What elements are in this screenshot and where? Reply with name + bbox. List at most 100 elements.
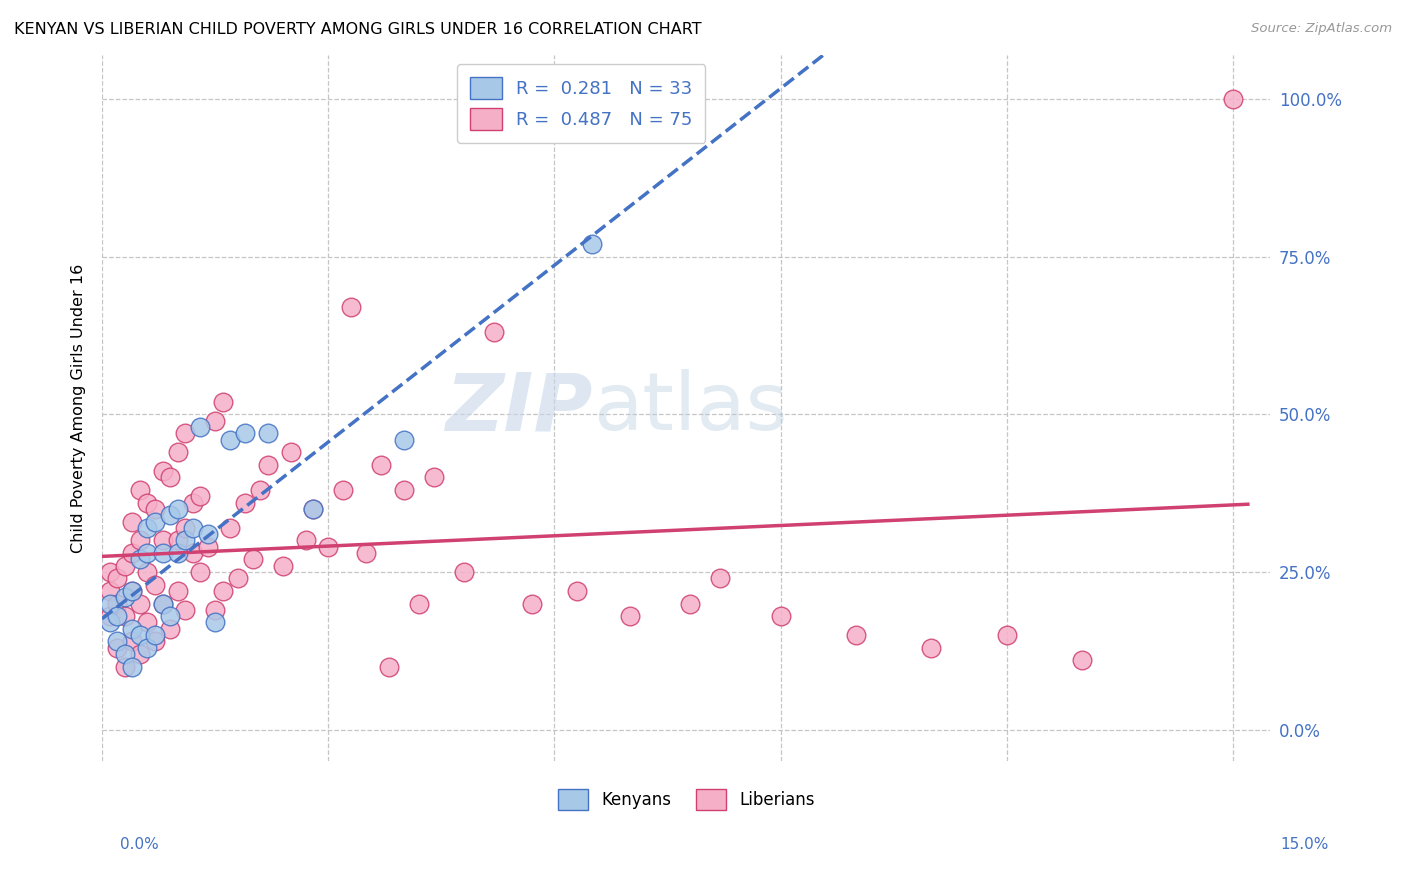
Point (98, 615, 121, 630)
Point (679, 597, 702, 611)
Point (619, 609, 641, 624)
Point (423, 470, 446, 484)
Point (920, 640, 942, 655)
Point (121, 515, 143, 529)
Point (152, 533, 174, 548)
Point (769, 609, 792, 624)
Text: 0.0%: 0.0% (120, 837, 159, 852)
Point (235, 426, 257, 441)
Point (340, 300, 363, 314)
Point (159, 622, 181, 636)
Point (114, 591, 136, 605)
Point (114, 659, 136, 673)
Legend: Kenyans, Liberians: Kenyans, Liberians (551, 782, 821, 816)
Point (152, 546, 174, 560)
Point (129, 628, 152, 642)
Point (174, 603, 197, 617)
Point (204, 615, 226, 630)
Point (392, 483, 415, 497)
Point (453, 565, 475, 579)
Point (136, 546, 159, 560)
Point (105, 609, 128, 624)
Point (143, 502, 166, 516)
Point (129, 647, 152, 661)
Point (408, 597, 430, 611)
Point (114, 558, 136, 573)
Point (143, 515, 166, 529)
Point (1071, 653, 1094, 667)
Point (152, 597, 174, 611)
Point (257, 426, 280, 441)
Point (188, 420, 211, 434)
Point (129, 552, 152, 566)
Point (257, 458, 280, 472)
Point (143, 634, 166, 648)
Point (121, 583, 143, 598)
Point (129, 597, 152, 611)
Point (129, 533, 152, 548)
Point (181, 521, 204, 535)
Point (98, 609, 121, 624)
Point (482, 326, 505, 340)
Point (166, 533, 188, 548)
Point (354, 546, 377, 560)
Point (302, 502, 325, 516)
Point (370, 458, 392, 472)
Point (98, 565, 121, 579)
Point (136, 640, 159, 655)
Point (995, 628, 1018, 642)
Point (294, 533, 316, 548)
Point (235, 496, 257, 510)
Point (136, 615, 159, 630)
Point (159, 609, 181, 624)
Point (121, 546, 143, 560)
Point (318, 540, 340, 554)
Point (174, 533, 197, 548)
Point (709, 571, 731, 585)
Point (105, 640, 128, 655)
Point (181, 546, 204, 560)
Point (242, 552, 264, 566)
Point (166, 445, 188, 459)
Point (166, 546, 188, 560)
Point (166, 583, 188, 598)
Point (129, 483, 152, 497)
Point (98, 597, 121, 611)
Point (226, 571, 249, 585)
Point (143, 628, 166, 642)
Text: 15.0%: 15.0% (1281, 837, 1329, 852)
Text: atlas: atlas (593, 369, 787, 447)
Point (159, 470, 181, 484)
Point (211, 394, 233, 409)
Point (845, 628, 868, 642)
Point (143, 577, 166, 591)
Point (1222, 92, 1244, 106)
Point (121, 622, 143, 636)
Point (219, 521, 242, 535)
Point (520, 597, 543, 611)
Text: Source: ZipAtlas.com: Source: ZipAtlas.com (1251, 22, 1392, 36)
Point (197, 540, 219, 554)
Point (188, 489, 211, 503)
Text: KENYAN VS LIBERIAN CHILD POVERTY AMONG GIRLS UNDER 16 CORRELATION CHART: KENYAN VS LIBERIAN CHILD POVERTY AMONG G… (14, 22, 702, 37)
Y-axis label: Child Poverty Among Girls Under 16: Child Poverty Among Girls Under 16 (72, 263, 86, 553)
Point (392, 433, 415, 447)
Point (280, 445, 302, 459)
Point (332, 483, 354, 497)
Text: ZIP: ZIP (446, 369, 593, 447)
Point (211, 583, 233, 598)
Point (204, 414, 226, 428)
Point (136, 496, 159, 510)
Point (136, 565, 159, 579)
Point (197, 527, 219, 541)
Point (152, 464, 174, 478)
Point (302, 502, 325, 516)
Point (136, 521, 159, 535)
Point (121, 659, 143, 673)
Point (114, 647, 136, 661)
Point (159, 508, 181, 523)
Point (174, 521, 197, 535)
Point (105, 571, 128, 585)
Point (581, 237, 603, 252)
Point (152, 597, 174, 611)
